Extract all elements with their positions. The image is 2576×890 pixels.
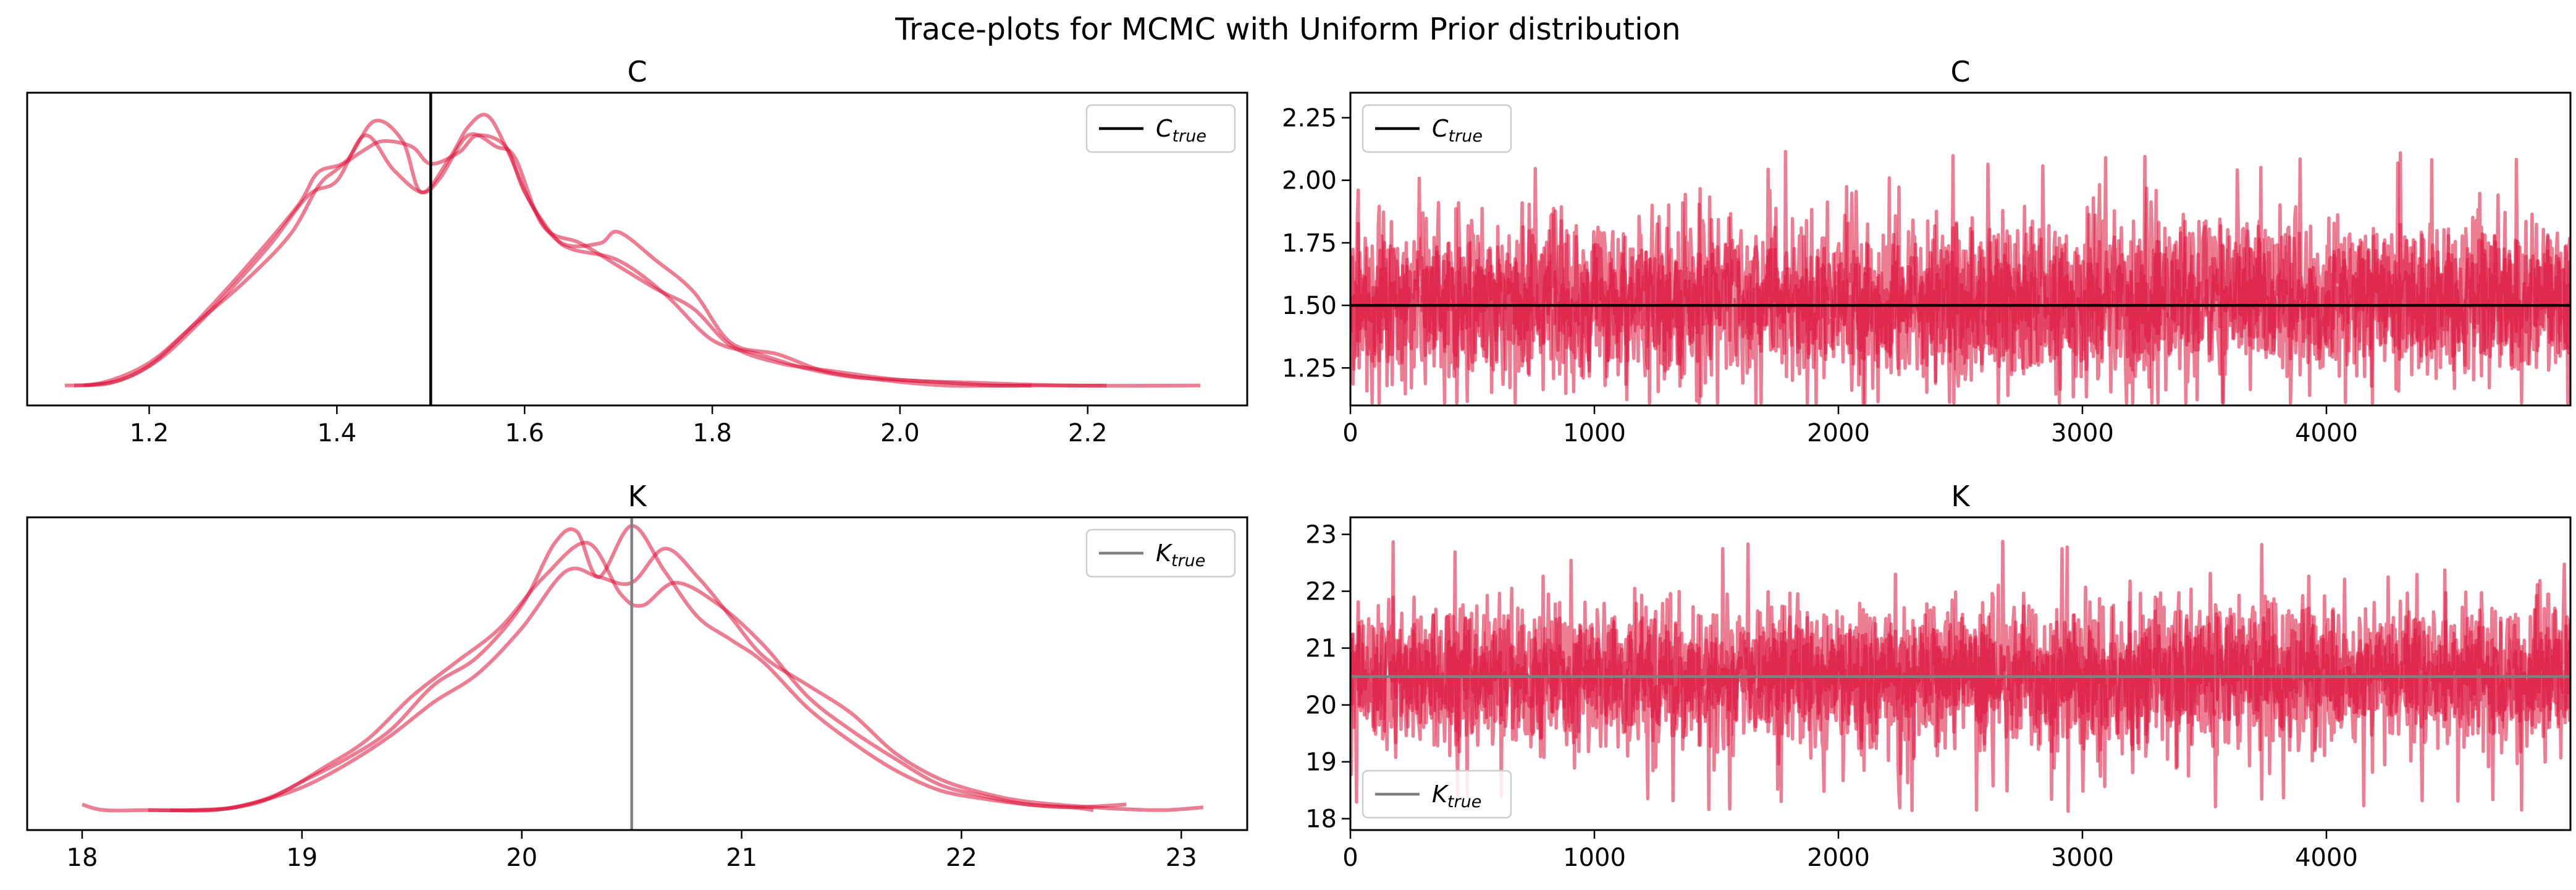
legend-box xyxy=(1085,104,1236,153)
x-tick-label: 2000 xyxy=(1807,844,1870,872)
legend-box xyxy=(1362,104,1512,153)
legend-label: Ctrue xyxy=(1432,115,1483,146)
x-tick-label: 2.2 xyxy=(1068,419,1108,447)
y-tick-label: 19 xyxy=(1305,748,1337,777)
axes-frame xyxy=(1349,516,2572,831)
y-tick-label: 2.25 xyxy=(1282,104,1337,132)
legend: Ktrue xyxy=(1085,528,1236,578)
y-tick-label: 21 xyxy=(1305,635,1337,663)
axes-frame xyxy=(26,516,1248,831)
y-tick-label: 20 xyxy=(1305,692,1337,720)
trace-chain-3 xyxy=(1350,158,2570,405)
x-tick-label: 1.4 xyxy=(318,419,357,447)
x-tick-label: 18 xyxy=(67,844,98,872)
y-tick-label: 1.25 xyxy=(1282,354,1337,383)
x-tick-label: 4000 xyxy=(2295,844,2358,872)
legend-box xyxy=(1362,769,1512,819)
x-tick-label: 1.6 xyxy=(505,419,544,447)
legend-label: Ctrue xyxy=(1156,115,1206,146)
density-chain-2 xyxy=(148,523,1127,813)
panel-K-trace: K 0 1000 2000 3000 4000 18 19 20 21 22 23 Ktrue xyxy=(1305,480,2572,872)
panel-C-trace: C 0 1000 2000 3000 4000 1.25 1.50 1.75 2.00 2.25 Ct… xyxy=(1282,55,2572,447)
y-tick-label: 2.00 xyxy=(1282,167,1337,195)
x-tick-label: 1.2 xyxy=(130,419,169,447)
x-tick-label: 1000 xyxy=(1563,844,1626,872)
figure-suptitle: Trace-plots for MCMC with Uniform Prior … xyxy=(894,12,1680,47)
legend-box xyxy=(1085,528,1236,578)
plot-area xyxy=(64,93,1201,405)
trace-chain-3 xyxy=(1350,540,2570,811)
panel-title: K xyxy=(628,480,647,513)
density-chain-3 xyxy=(170,546,1204,813)
panel-C-density: C 1.2 1.4 1.6 1.8 2.0 2.2 Ctrue xyxy=(26,55,1248,447)
legend-label: Ktrue xyxy=(1432,781,1481,812)
y-tick-label: 22 xyxy=(1305,578,1337,606)
x-tick-label: 19 xyxy=(286,844,318,872)
legend: Ktrue xyxy=(1362,769,1512,819)
x-tick-label: 2.0 xyxy=(880,419,920,447)
x-tick-label: 0 xyxy=(1342,844,1358,872)
panel-title: C xyxy=(1950,55,1970,88)
x-tick-label: 0 xyxy=(1342,419,1358,447)
plot-area xyxy=(1350,540,2570,813)
x-tick-label: 3000 xyxy=(2051,419,2114,447)
x-tick-label: 1000 xyxy=(1563,419,1626,447)
legend-label: Ktrue xyxy=(1156,540,1205,570)
y-tick-label: 1.50 xyxy=(1282,292,1337,320)
panel-title: K xyxy=(1951,480,1971,513)
panel-title: C xyxy=(627,55,647,88)
x-tick-label: 3000 xyxy=(2051,844,2114,872)
x-tick-label: 2000 xyxy=(1807,419,1870,447)
x-tick-label: 23 xyxy=(1166,844,1197,872)
y-tick-label: 18 xyxy=(1305,805,1337,834)
axes-frame xyxy=(26,91,1248,407)
x-tick-label: 4000 xyxy=(2295,419,2358,447)
plot-area xyxy=(1350,150,2570,405)
x-tick-label: 21 xyxy=(726,844,757,872)
x-tick-label: 20 xyxy=(506,844,537,872)
plot-area xyxy=(82,517,1204,830)
density-chain-3 xyxy=(83,132,1201,388)
axes-frame xyxy=(1349,91,2572,407)
x-tick-label: 22 xyxy=(946,844,977,872)
y-tick-label: 1.75 xyxy=(1282,229,1337,258)
panel-K-density: K 18 19 20 21 22 23 Ktrue xyxy=(26,480,1248,872)
y-tick-label: 23 xyxy=(1305,521,1337,549)
legend: Ctrue xyxy=(1085,104,1236,153)
legend: Ctrue xyxy=(1362,104,1512,153)
x-tick-label: 1.8 xyxy=(692,419,732,447)
